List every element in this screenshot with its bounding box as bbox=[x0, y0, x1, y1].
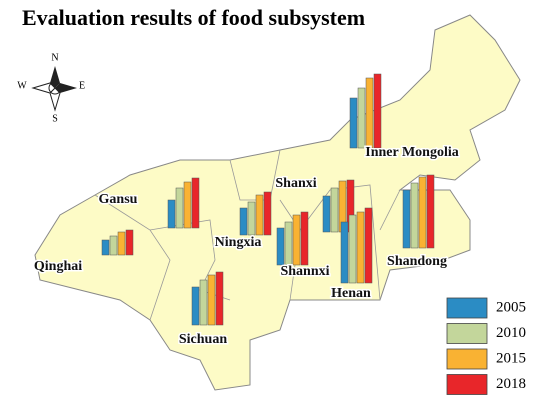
bar bbox=[410, 182, 419, 249]
bar bbox=[175, 187, 184, 229]
legend-label: 2018 bbox=[496, 376, 526, 392]
bar bbox=[191, 177, 200, 229]
bar bbox=[215, 271, 224, 326]
compass-e: E bbox=[79, 80, 85, 91]
legend-swatch bbox=[446, 297, 488, 319]
compass-w: W bbox=[17, 80, 27, 91]
legend-swatch bbox=[446, 323, 488, 344]
bar bbox=[167, 199, 176, 229]
province-label: Inner Mongolia bbox=[365, 145, 458, 160]
bar bbox=[300, 211, 309, 266]
province-label: Qinghai bbox=[34, 259, 82, 274]
bar bbox=[348, 214, 357, 284]
bar bbox=[207, 274, 216, 326]
bar bbox=[255, 194, 264, 236]
bar bbox=[418, 176, 427, 249]
province-label: Sichuan bbox=[179, 332, 227, 347]
legend-label: 2010 bbox=[496, 325, 526, 341]
bar bbox=[365, 77, 374, 149]
compass-n: N bbox=[51, 52, 58, 63]
bar bbox=[357, 87, 366, 149]
bar bbox=[276, 227, 285, 266]
bar bbox=[292, 214, 301, 266]
compass bbox=[31, 66, 77, 112]
bar bbox=[402, 189, 411, 249]
province-label: Shandong bbox=[387, 254, 447, 269]
bar bbox=[340, 221, 349, 284]
bar bbox=[349, 97, 358, 149]
province-label: Shanxi bbox=[275, 176, 316, 191]
bar bbox=[426, 174, 435, 249]
bar bbox=[263, 191, 272, 236]
bar bbox=[239, 207, 248, 236]
legend-swatch bbox=[446, 374, 488, 395]
bar bbox=[364, 207, 373, 284]
legend-label: 2005 bbox=[496, 299, 526, 315]
bar bbox=[117, 231, 126, 256]
bar bbox=[109, 235, 118, 256]
bar bbox=[284, 221, 293, 266]
bar bbox=[125, 229, 134, 256]
bar bbox=[101, 239, 110, 256]
bar bbox=[356, 211, 365, 284]
legend-label: 2015 bbox=[496, 350, 526, 366]
province-label: Ningxia bbox=[215, 235, 262, 250]
bar bbox=[322, 195, 331, 233]
bar bbox=[199, 279, 208, 326]
bar bbox=[247, 201, 256, 236]
province-label: Gansu bbox=[99, 192, 138, 207]
bar bbox=[191, 286, 200, 326]
legend-swatch bbox=[446, 348, 488, 370]
bar bbox=[373, 73, 382, 149]
province-label: Shannxi bbox=[280, 264, 329, 279]
bar bbox=[183, 181, 192, 229]
province-label: Henan bbox=[331, 286, 371, 301]
compass-s: S bbox=[52, 113, 58, 124]
bar bbox=[330, 187, 339, 233]
chart-title: Evaluation results of food subsystem bbox=[22, 5, 365, 30]
